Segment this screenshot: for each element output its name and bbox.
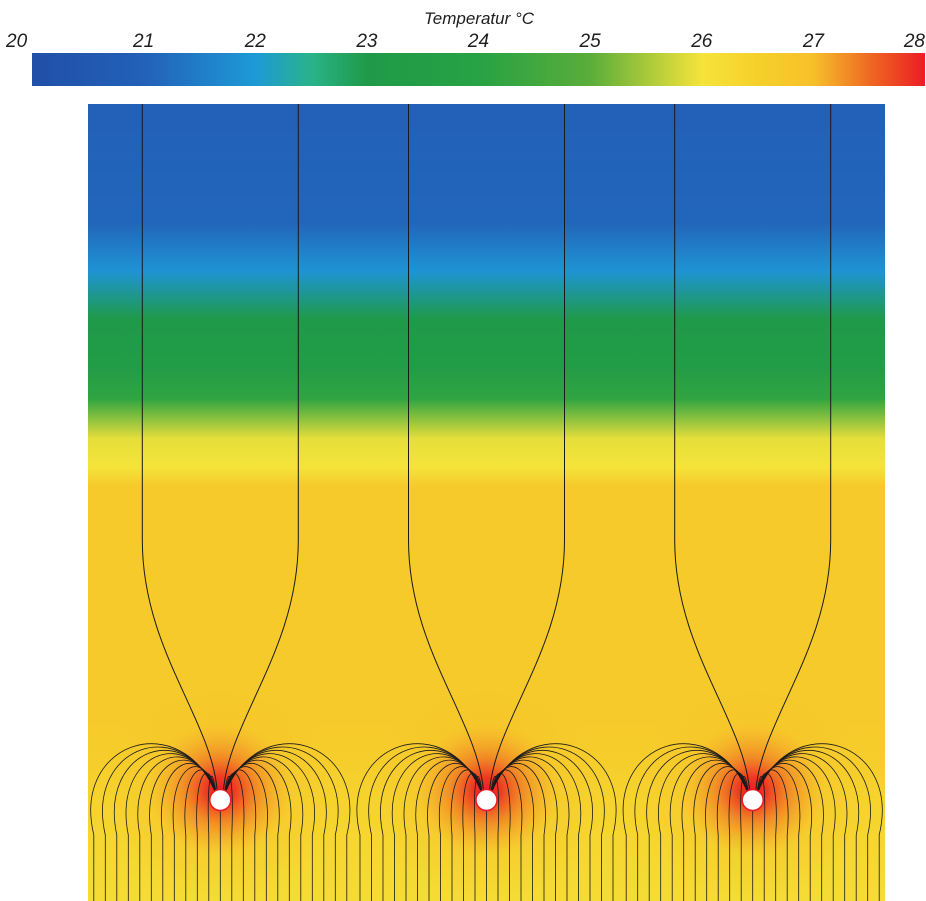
colorbar-tick-labels: 20 21 22 23 24 25 26 27 28 bbox=[5, 31, 925, 52]
pipe-1-loop-line-left-11 bbox=[90, 743, 217, 901]
temperature-field bbox=[88, 104, 885, 901]
pipe-3-loop-line-left-1 bbox=[740, 775, 750, 901]
colorbar-tick-25: 25 bbox=[579, 31, 602, 52]
pipe-1-loop-line-left-2 bbox=[196, 772, 217, 901]
colorbar-title: Temperatur °C bbox=[424, 9, 535, 28]
pipe-1-upward-line-right bbox=[222, 104, 299, 793]
heat-sources bbox=[209, 788, 764, 812]
colorbar-tick-24: 24 bbox=[467, 31, 489, 52]
pipe-3-upward-line-left bbox=[674, 104, 751, 793]
colorbar-bar bbox=[32, 53, 925, 86]
pipe-3-loop-line-right-1 bbox=[756, 775, 766, 901]
colorbar: Temperatur °C 20 21 22 23 24 25 26 27 28 bbox=[5, 9, 925, 86]
pipe-1-loop-line-left-1 bbox=[207, 775, 217, 901]
pipe-2-upward-line-left bbox=[408, 104, 484, 793]
pipe-2-loop-line-left-1 bbox=[474, 775, 483, 901]
colorbar-tick-26: 26 bbox=[690, 31, 713, 52]
pipe-3-source bbox=[741, 788, 764, 812]
colorbar-tick-21: 21 bbox=[132, 31, 154, 52]
pipe-2-source bbox=[475, 788, 498, 812]
pipe-1-loop-line-right-1 bbox=[223, 775, 233, 901]
pipe-2-loop-line-left-2 bbox=[462, 772, 483, 901]
pipe-3-loop-line-right-2 bbox=[756, 772, 777, 901]
pipe-2-loop-line-left-11 bbox=[356, 743, 483, 901]
pipe-2-loop-line-right-1 bbox=[490, 775, 499, 901]
colorbar-tick-22: 22 bbox=[244, 31, 267, 52]
pipe-1-loop-line-right-11 bbox=[223, 743, 351, 901]
pipe-1-upward-line-left bbox=[141, 104, 218, 793]
pipe-3-loop-line-right-11 bbox=[756, 743, 883, 901]
colorbar-tick-27: 27 bbox=[802, 31, 826, 52]
heat-flow-lines bbox=[90, 104, 883, 901]
pipe-2-loop-line-right-11 bbox=[490, 743, 617, 901]
colorbar-tick-23: 23 bbox=[355, 31, 378, 52]
pipe-2-upward-line-right bbox=[489, 104, 565, 793]
colorbar-tick-20: 20 bbox=[5, 31, 28, 52]
pipe-3-upward-line-right bbox=[755, 104, 832, 793]
pipe-2-loop-line-right-2 bbox=[490, 772, 511, 901]
pipe-1-loop-line-right-2 bbox=[223, 772, 245, 901]
pipe-3-loop-line-left-11 bbox=[622, 743, 750, 901]
colorbar-tick-28: 28 bbox=[903, 31, 926, 52]
pipe-3-loop-line-left-2 bbox=[728, 772, 750, 901]
pipe-1-source bbox=[209, 788, 232, 812]
